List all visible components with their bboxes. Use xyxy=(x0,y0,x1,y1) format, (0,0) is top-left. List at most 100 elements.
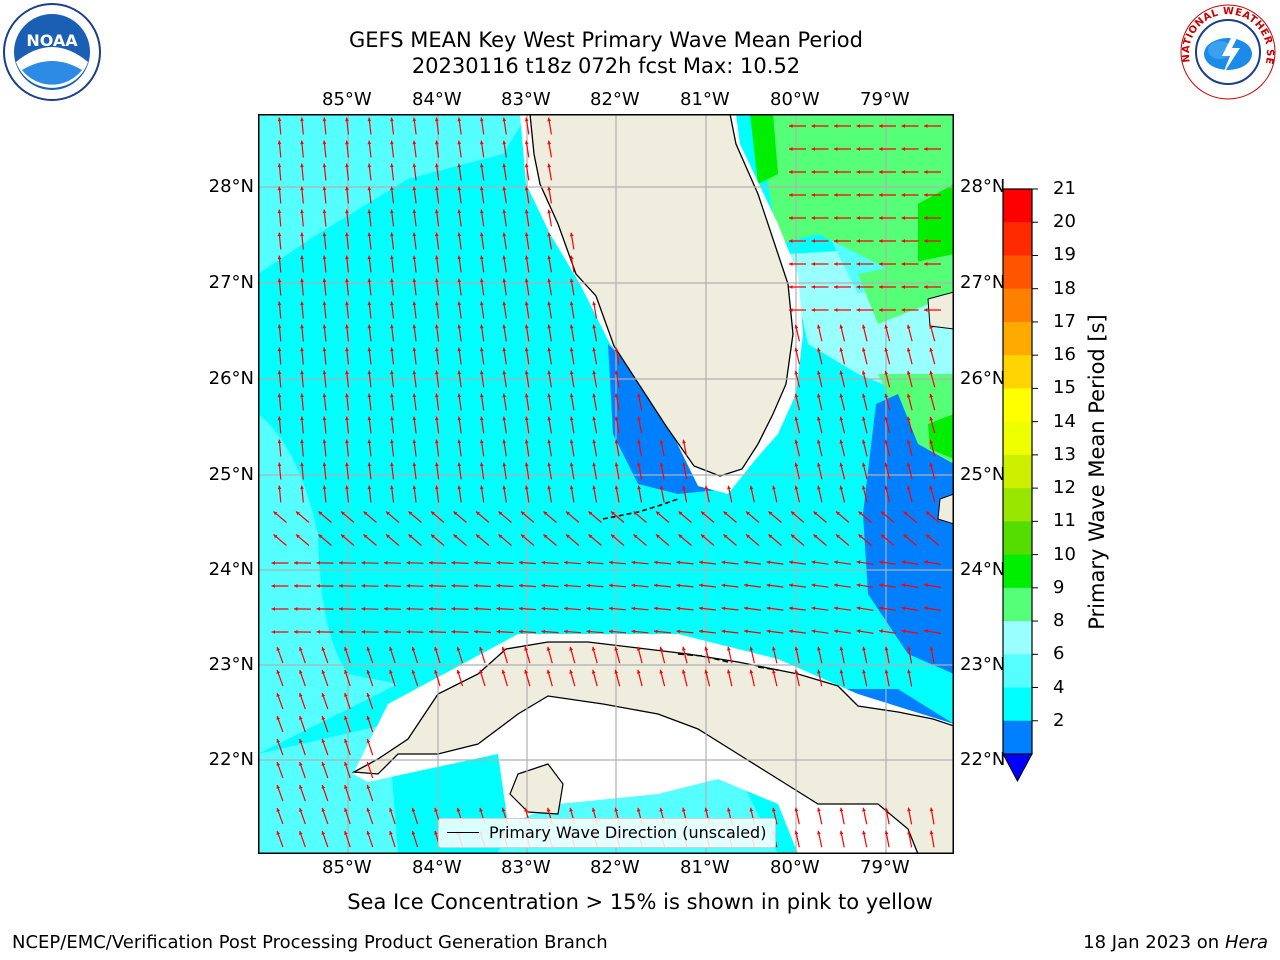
wave-arrow-head xyxy=(881,534,885,539)
wave-arrow-head xyxy=(631,606,636,611)
wave-arrow-head xyxy=(345,370,349,375)
wave-arrow-head xyxy=(296,511,300,516)
wave-arrow-head xyxy=(367,324,372,329)
wave-arrow-head xyxy=(276,739,281,743)
wave-arrow-head xyxy=(884,370,889,375)
wave-arrow-head xyxy=(654,606,658,611)
wave-arrow-head xyxy=(501,646,506,651)
wave-arrow-head xyxy=(592,439,596,444)
wave-arrow-head xyxy=(390,163,394,168)
wave-arrow-head xyxy=(411,669,416,674)
wave-arrow-head xyxy=(614,669,619,674)
wave-arrow-head xyxy=(746,511,750,516)
wave-arrow-head xyxy=(408,511,413,516)
wave-arrow-head xyxy=(879,583,883,588)
wave-arrow-head xyxy=(294,607,298,611)
wave-arrow-head xyxy=(299,808,303,812)
wave-arrow-head xyxy=(834,308,838,312)
wave-arrow-head xyxy=(704,807,709,812)
wave-arrow-head xyxy=(636,807,641,812)
wave-arrow-head xyxy=(659,439,664,444)
wave-arrow-head xyxy=(339,561,343,565)
colorbar-segment xyxy=(1003,720,1032,755)
wave-arrow-head xyxy=(586,606,591,611)
wave-arrow-head xyxy=(271,561,275,565)
wave-arrow-head xyxy=(367,439,372,444)
wave-arrow-head xyxy=(271,584,275,588)
wave-arrow-head xyxy=(901,170,905,174)
wave-arrow-head xyxy=(834,262,838,266)
wave-arrow-head xyxy=(929,830,934,835)
colorbar-tick-label: 13 xyxy=(1053,443,1076,465)
wave-arrow-head xyxy=(434,232,439,237)
wave-arrow-head xyxy=(881,511,885,516)
wave-arrow-head xyxy=(363,534,368,539)
wave-arrow-head xyxy=(345,232,349,237)
wave-arrow-head xyxy=(789,262,793,266)
wave-arrow-head xyxy=(901,262,905,266)
wave-arrow-head xyxy=(789,583,793,588)
wave-arrow-head xyxy=(406,560,411,565)
colorbar-segment xyxy=(1003,621,1032,655)
wave-arrow-head xyxy=(633,534,638,539)
bahamas-land2 xyxy=(937,493,954,525)
wave-arrow-head xyxy=(547,301,552,306)
wave-arrow-head xyxy=(344,715,348,720)
wave-arrow-head xyxy=(862,439,866,444)
chart-title-line1: GEFS MEAN Key West Primary Wave Mean Per… xyxy=(349,28,863,52)
wave-arrow-head xyxy=(884,646,889,651)
wave-arrow-head xyxy=(322,255,327,260)
wave-arrow-head xyxy=(817,646,821,651)
wave-arrow-head xyxy=(299,739,303,743)
wave-arrow-head xyxy=(479,669,483,674)
wave-arrow-head xyxy=(813,534,818,539)
wave-arrow-head xyxy=(654,629,658,634)
wave-arrow-head xyxy=(339,607,343,611)
wave-arrow-head xyxy=(366,646,371,651)
wave-arrow-head xyxy=(429,606,433,611)
wave-arrow-head xyxy=(277,117,282,122)
wave-arrow-head xyxy=(479,439,484,444)
wave-arrow-head xyxy=(406,606,411,611)
wave-arrow-head xyxy=(746,534,750,539)
wave-arrow-head xyxy=(322,324,327,329)
wave-arrow-head xyxy=(367,255,372,260)
wave-arrow-head xyxy=(434,462,439,467)
wave-arrow-head xyxy=(879,147,883,151)
wave-arrow-head xyxy=(479,209,484,214)
green-east-north xyxy=(750,114,954,274)
wave-arrow-head xyxy=(479,255,484,260)
wave-arrow-head xyxy=(341,511,345,516)
wave-arrow-head xyxy=(412,393,417,398)
wave-arrow-head xyxy=(834,216,838,220)
wave-arrow-head xyxy=(586,583,591,588)
wave-arrow-head xyxy=(856,147,860,151)
wave-arrow-head xyxy=(541,560,546,565)
wave-arrow-head xyxy=(322,370,327,375)
wave-arrow-head xyxy=(479,370,484,375)
wave-arrow-head xyxy=(654,583,658,588)
wave-arrow-head xyxy=(547,324,552,329)
wave-arrow-head xyxy=(906,370,911,375)
wave-arrow-head xyxy=(361,560,366,565)
wave-arrow-head xyxy=(434,163,439,168)
wave-arrow-head xyxy=(316,607,320,611)
wave-arrow-head xyxy=(412,301,417,306)
wave-arrow-head xyxy=(479,140,484,145)
wave-arrow-head xyxy=(344,784,348,789)
lon-label-bottom: 85°W xyxy=(322,857,372,878)
colorbar-segment xyxy=(1003,587,1032,622)
wave-arrow-head xyxy=(862,462,866,467)
wave-arrow-head xyxy=(817,439,821,444)
wave-arrow-head xyxy=(384,560,388,565)
wave-arrow-head xyxy=(856,262,860,266)
wave-arrow-head xyxy=(479,232,484,237)
wave-arrow-head xyxy=(412,140,417,145)
wave-arrow-head xyxy=(794,324,799,329)
colorbar-tick-label: 10 xyxy=(1053,543,1076,565)
sea-ice-caption: Sea Ice Concentration > 15% is shown in … xyxy=(347,890,933,914)
wave-arrow-head xyxy=(659,462,664,467)
wave-arrow-head xyxy=(794,669,799,674)
wave-arrow-head xyxy=(271,607,275,611)
colorbar-tick-label: 12 xyxy=(1053,477,1076,499)
